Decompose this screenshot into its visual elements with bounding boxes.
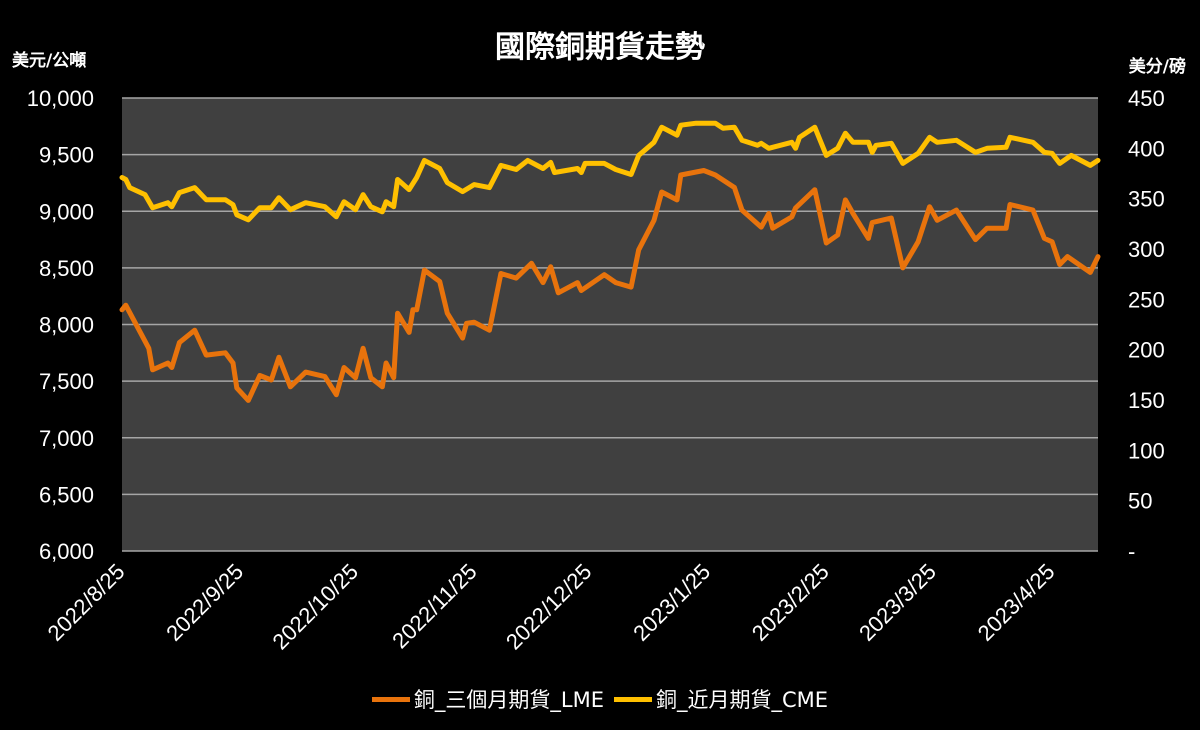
y-right-tick-label: 400	[1128, 136, 1165, 161]
chart-title: 國際銅期貨走勢	[495, 30, 705, 65]
x-tick-label: 2023/1/25	[628, 559, 715, 646]
y-right-tick-label: 50	[1128, 489, 1152, 514]
series-line-lme	[119, 168, 1101, 403]
left-axis-unit: 美元/公噸	[12, 51, 87, 71]
legend-label-cme: 銅_近月期貨_CME	[656, 688, 829, 712]
x-tick-label: 2022/11/25	[387, 559, 481, 653]
y-left-tick-label: 8,000	[39, 313, 94, 338]
x-tick-label: 2023/2/25	[747, 559, 834, 646]
x-tick-label: 2022/8/25	[43, 559, 130, 646]
legend-label-lme: 銅_三個月期貨_LME	[413, 688, 605, 712]
y-right-tick-label: -	[1128, 539, 1135, 564]
x-tick-label: 2023/3/25	[854, 559, 941, 646]
y-left-tick-label: 9,000	[39, 199, 94, 224]
y-right-tick-label: 350	[1128, 187, 1165, 212]
y-left-tick-label: 10,000	[27, 86, 94, 111]
y-right-tick-label: 300	[1128, 237, 1165, 262]
x-tick-label: 2022/10/25	[267, 559, 363, 655]
y-left-tick-label: 6,500	[39, 482, 94, 507]
y-left-tick-label: 7,000	[39, 426, 94, 451]
legend-swatch-cme	[614, 696, 653, 702]
y-right-tick-label: 100	[1128, 438, 1165, 463]
right-axis-unit: 美分/磅	[1128, 57, 1186, 77]
y-right-tick-label: 200	[1128, 338, 1165, 363]
legend-item-lme: 銅_三個月期貨_LME	[371, 684, 605, 714]
legend-swatch-lme	[371, 696, 410, 702]
x-tick-label: 2023/4/25	[973, 559, 1060, 646]
series-line-cme	[119, 120, 1101, 223]
x-tick-label: 2022/12/25	[501, 559, 597, 655]
y-left-tick-label: 9,500	[39, 143, 94, 168]
legend: 銅_三個月期貨_LME 銅_近月期貨_CME	[0, 684, 1200, 714]
y-right-tick-label: 250	[1128, 287, 1165, 312]
y-right-tick-label: 450	[1128, 86, 1165, 111]
y-right-tick-label: 150	[1128, 388, 1165, 413]
x-tick-label: 2022/9/25	[161, 559, 248, 646]
y-left-tick-label: 8,500	[39, 256, 94, 281]
y-left-tick-label: 6,000	[39, 539, 94, 564]
legend-item-cme: 銅_近月期貨_CME	[614, 684, 828, 714]
y-left-tick-label: 7,500	[39, 369, 94, 394]
